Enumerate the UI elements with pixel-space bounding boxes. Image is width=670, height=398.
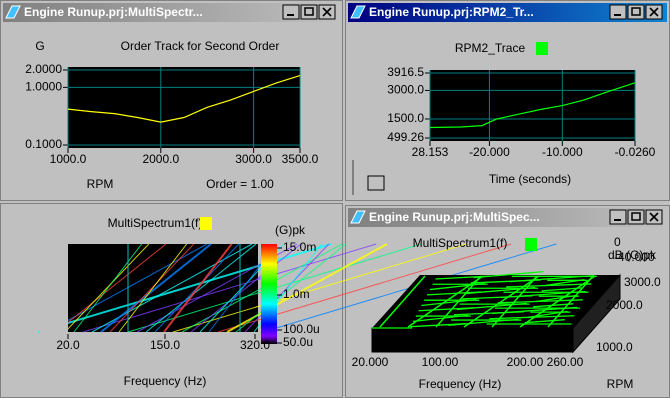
x-tick-label: 100.00 xyxy=(422,355,459,369)
x-axis-label: RPM xyxy=(87,177,114,191)
x-tick-label: 3500.0 xyxy=(282,152,319,166)
button-glyph xyxy=(614,14,621,16)
x-axis-label: Time (seconds) xyxy=(489,172,571,186)
chart-title: MultiSpectrum1(f) xyxy=(413,236,508,250)
z-tick-label: 0 xyxy=(614,235,621,249)
x-axis-label: Frequency (Hz) xyxy=(124,374,207,388)
x-tick-label: 20.000 xyxy=(352,355,389,369)
legend-swatch xyxy=(200,217,212,230)
chart-title: MultiSpectrum1(f) xyxy=(108,216,203,230)
plot-area xyxy=(430,70,635,141)
minimize-button[interactable] xyxy=(283,5,299,19)
x-tick-label: -10.000 xyxy=(542,145,583,159)
y-tick-label: 3000.0 xyxy=(387,83,424,97)
x-tick-label: 320.0 xyxy=(240,338,270,352)
colorbar-label: 100.0u xyxy=(283,322,320,336)
y-unit: G xyxy=(35,39,44,53)
legend-swatch xyxy=(536,42,548,55)
x-tick-label: 28.153 xyxy=(412,145,449,159)
minimize-button[interactable] xyxy=(610,5,626,19)
mask xyxy=(40,240,68,335)
x-tick-label: 3000.0 xyxy=(235,152,272,166)
y-tick-label: 499.26 xyxy=(387,130,424,144)
y-axis-label: RPM xyxy=(607,377,634,391)
legend-swatch xyxy=(525,238,537,251)
y-tick-label: 0.1000 xyxy=(25,137,62,151)
plot-area xyxy=(68,67,300,148)
button-glyph xyxy=(614,219,621,221)
y-tick-label: 2.0000 xyxy=(25,62,62,76)
desktop: Engine Runup.prj:MultiSpectr... Engine Ru… xyxy=(0,0,670,398)
box-front xyxy=(372,328,573,352)
z-tick-label: -40.000 xyxy=(614,250,655,264)
maximize-button[interactable] xyxy=(628,5,644,19)
colorbar xyxy=(261,244,277,344)
maximize-button[interactable] xyxy=(628,210,644,224)
colorbar-label: 1.0m xyxy=(283,287,310,301)
y-tick-label: 1.0000 xyxy=(25,80,62,94)
maximize-button[interactable] xyxy=(301,5,317,19)
x-tick-label: -20.000 xyxy=(469,145,510,159)
chart-title: Order Track for Second Order xyxy=(121,39,280,53)
button-glyph xyxy=(287,14,294,16)
colorbar-unit: (G)pk xyxy=(275,223,306,237)
x-tick-label: -0.0260 xyxy=(615,145,656,159)
x-tick-label: 150.0 xyxy=(150,338,180,352)
chart-title: RPM2_Trace xyxy=(455,41,526,55)
minimize-button[interactable] xyxy=(610,210,626,224)
x-axis-label: Frequency (Hz) xyxy=(419,377,502,391)
x-tick-label: 20.0 xyxy=(56,338,80,352)
x-tick-label: 2000.0 xyxy=(142,152,179,166)
annotation: Order = 1.00 xyxy=(206,177,274,191)
window-title: Engine Runup.prj:RPM2_Tr... xyxy=(369,5,534,19)
colorbar-label: 15.0m xyxy=(283,240,316,254)
x-tick-label: 1000.0 xyxy=(50,152,87,166)
y-tick-label: 3916.5 xyxy=(387,65,424,79)
y-tick-label: 2000.0 xyxy=(606,298,643,312)
y-tick-label: 1000.0 xyxy=(596,340,633,354)
y-tick-label: 1500.0 xyxy=(387,111,424,125)
window-title: Engine Runup.prj:MultiSpec... xyxy=(369,210,540,224)
window-title: Engine Runup.prj:MultiSpectr... xyxy=(24,5,203,19)
x-tick-label: 260.00 xyxy=(547,355,584,369)
colorbar-label: 50.0u xyxy=(283,335,313,349)
y-tick-label: 3000.0 xyxy=(624,275,661,289)
x-tick-label: 200.00 xyxy=(507,355,544,369)
